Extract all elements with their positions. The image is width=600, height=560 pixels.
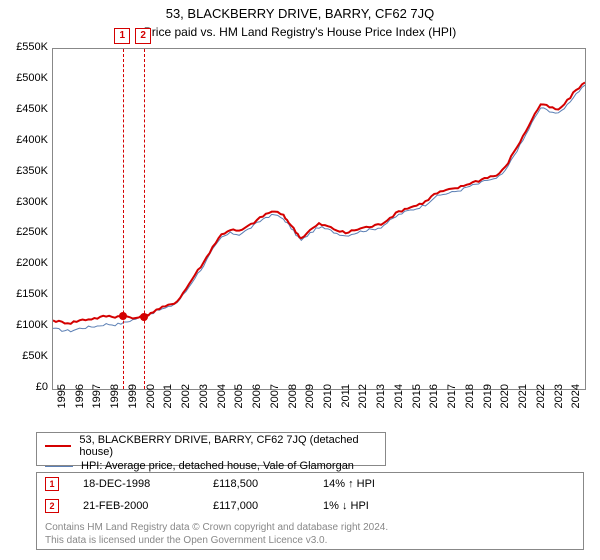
- y-tick-label: £250K: [2, 226, 48, 238]
- transactions-box: 1 18-DEC-1998£118,50014% ↑ HPI 2 21-FEB-200…: [36, 472, 584, 550]
- y-tick-label: £300K: [2, 196, 48, 208]
- x-tick-label: 2009: [304, 384, 316, 424]
- x-tick-label: 2023: [553, 384, 565, 424]
- x-tick-label: 2000: [145, 384, 157, 424]
- x-tick-label: 2019: [482, 384, 494, 424]
- x-tick-label: 2014: [393, 384, 405, 424]
- x-tick-label: 2007: [269, 384, 281, 424]
- sale-marker-line: [123, 49, 124, 389]
- legend-item: HPI: Average price, detached house, Vale…: [37, 459, 385, 473]
- x-tick-label: 2010: [322, 384, 334, 424]
- transaction-price: £117,000: [213, 500, 323, 512]
- y-tick-label: £50K: [2, 350, 48, 362]
- license-text: Contains HM Land Registry data © Crown c…: [37, 517, 583, 551]
- x-tick-label: 1997: [91, 384, 103, 424]
- x-tick-label: 2011: [340, 384, 352, 424]
- x-tick-label: 2017: [446, 384, 458, 424]
- series-hpi: [53, 85, 585, 332]
- x-tick-label: 2002: [180, 384, 192, 424]
- transaction-price: £118,500: [213, 478, 323, 490]
- legend-label: HPI: Average price, detached house, Vale…: [81, 460, 354, 472]
- transaction-delta: 14% ↑ HPI: [323, 478, 375, 490]
- x-tick-label: 2003: [198, 384, 210, 424]
- sale-marker-label: 2: [135, 28, 151, 44]
- x-tick-label: 2022: [535, 384, 547, 424]
- x-tick-label: 2015: [411, 384, 423, 424]
- y-tick-label: £100K: [2, 319, 48, 331]
- sale-marker-dot: [119, 312, 127, 320]
- x-tick-label: 2020: [499, 384, 511, 424]
- x-tick-label: 2021: [517, 384, 529, 424]
- plot-area: [52, 48, 586, 390]
- y-tick-label: £150K: [2, 288, 48, 300]
- x-tick-label: 2018: [464, 384, 476, 424]
- legend-box: 53, BLACKBERRY DRIVE, BARRY, CF62 7JQ (d…: [36, 432, 386, 466]
- legend-swatch: [45, 445, 71, 447]
- y-tick-label: £400K: [2, 134, 48, 146]
- chart-container: 53, BLACKBERRY DRIVE, BARRY, CF62 7JQ Pr…: [0, 0, 600, 560]
- transaction-delta: 1% ↓ HPI: [323, 500, 369, 512]
- sale-marker-line: [144, 49, 145, 389]
- transaction-marker: 1: [45, 477, 59, 491]
- transaction-marker: 2: [45, 499, 59, 513]
- y-tick-label: £450K: [2, 103, 48, 115]
- x-tick-label: 2006: [251, 384, 263, 424]
- transaction-row: 2 21-FEB-2000£117,0001% ↓ HPI: [37, 495, 583, 517]
- y-tick-label: £500K: [2, 72, 48, 84]
- x-tick-label: 1995: [56, 384, 68, 424]
- x-tick-label: 1999: [127, 384, 139, 424]
- transaction-row: 1 18-DEC-1998£118,50014% ↑ HPI: [37, 473, 583, 495]
- chart-title-address: 53, BLACKBERRY DRIVE, BARRY, CF62 7JQ: [0, 0, 600, 21]
- x-tick-label: 2005: [233, 384, 245, 424]
- y-tick-label: £0: [2, 381, 48, 393]
- transaction-date: 21-FEB-2000: [83, 500, 213, 512]
- series-property: [53, 82, 585, 323]
- x-tick-label: 1998: [109, 384, 121, 424]
- x-tick-label: 1996: [74, 384, 86, 424]
- sale-marker-label: 1: [114, 28, 130, 44]
- legend-swatch: [45, 466, 73, 467]
- x-tick-label: 2008: [287, 384, 299, 424]
- x-tick-label: 2024: [570, 384, 582, 424]
- transaction-date: 18-DEC-1998: [83, 478, 213, 490]
- sale-marker-dot: [140, 313, 148, 321]
- x-tick-label: 2013: [375, 384, 387, 424]
- x-tick-label: 2012: [357, 384, 369, 424]
- legend-item: 53, BLACKBERRY DRIVE, BARRY, CF62 7JQ (d…: [37, 433, 385, 459]
- legend-label: 53, BLACKBERRY DRIVE, BARRY, CF62 7JQ (d…: [79, 434, 377, 458]
- y-tick-label: £200K: [2, 257, 48, 269]
- x-tick-label: 2004: [216, 384, 228, 424]
- line-chart-svg: [53, 49, 585, 389]
- x-tick-label: 2016: [428, 384, 440, 424]
- x-tick-label: 2001: [162, 384, 174, 424]
- y-tick-label: £350K: [2, 165, 48, 177]
- y-tick-label: £550K: [2, 41, 48, 53]
- chart-subtitle: Price paid vs. HM Land Registry's House …: [0, 21, 600, 39]
